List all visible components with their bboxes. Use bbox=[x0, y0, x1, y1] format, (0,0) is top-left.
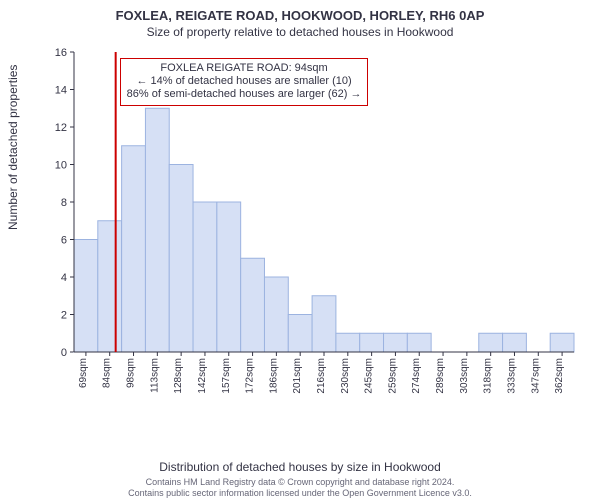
chart-subtitle: Size of property relative to detached ho… bbox=[0, 23, 600, 39]
info-line2: ← 14% of detached houses are smaller (10… bbox=[127, 75, 362, 88]
svg-text:333sqm: 333sqm bbox=[506, 358, 517, 394]
svg-text:245sqm: 245sqm bbox=[364, 358, 375, 394]
svg-text:98sqm: 98sqm bbox=[126, 358, 137, 388]
svg-text:186sqm: 186sqm bbox=[268, 358, 279, 394]
svg-text:318sqm: 318sqm bbox=[483, 358, 494, 394]
svg-text:230sqm: 230sqm bbox=[340, 358, 351, 394]
svg-text:69sqm: 69sqm bbox=[78, 358, 89, 388]
svg-text:12: 12 bbox=[55, 122, 67, 134]
svg-text:259sqm: 259sqm bbox=[387, 358, 398, 394]
svg-text:172sqm: 172sqm bbox=[245, 358, 256, 394]
info-box: FOXLEA REIGATE ROAD: 94sqm ← 14% of deta… bbox=[120, 58, 369, 106]
svg-text:347sqm: 347sqm bbox=[530, 358, 541, 394]
svg-text:0: 0 bbox=[61, 347, 67, 359]
svg-text:303sqm: 303sqm bbox=[459, 358, 470, 394]
svg-text:289sqm: 289sqm bbox=[435, 358, 446, 394]
svg-text:16: 16 bbox=[55, 47, 67, 59]
svg-text:201sqm: 201sqm bbox=[292, 358, 303, 394]
svg-text:216sqm: 216sqm bbox=[316, 358, 327, 394]
svg-text:2: 2 bbox=[61, 310, 67, 322]
svg-text:84sqm: 84sqm bbox=[102, 358, 113, 388]
svg-text:10: 10 bbox=[55, 160, 67, 172]
footer-line1: Contains HM Land Registry data © Crown c… bbox=[0, 477, 600, 487]
svg-text:6: 6 bbox=[61, 235, 67, 247]
svg-text:362sqm: 362sqm bbox=[554, 358, 565, 394]
svg-text:14: 14 bbox=[55, 85, 67, 97]
svg-text:128sqm: 128sqm bbox=[173, 358, 184, 394]
svg-text:8: 8 bbox=[61, 197, 67, 209]
info-line3: 86% of semi-detached houses are larger (… bbox=[127, 88, 362, 101]
svg-text:274sqm: 274sqm bbox=[411, 358, 422, 394]
svg-text:142sqm: 142sqm bbox=[197, 358, 208, 394]
svg-text:157sqm: 157sqm bbox=[221, 358, 232, 394]
footer: Contains HM Land Registry data © Crown c… bbox=[0, 477, 600, 498]
svg-text:4: 4 bbox=[61, 272, 67, 284]
footer-line2: Contains public sector information licen… bbox=[0, 488, 600, 498]
info-line1: FOXLEA REIGATE ROAD: 94sqm bbox=[127, 62, 362, 75]
chart-title: FOXLEA, REIGATE ROAD, HOOKWOOD, HORLEY, … bbox=[0, 0, 600, 23]
svg-text:113sqm: 113sqm bbox=[149, 358, 160, 393]
y-axis-label: Number of detached properties bbox=[6, 65, 20, 230]
x-axis-label: Distribution of detached houses by size … bbox=[0, 460, 600, 474]
